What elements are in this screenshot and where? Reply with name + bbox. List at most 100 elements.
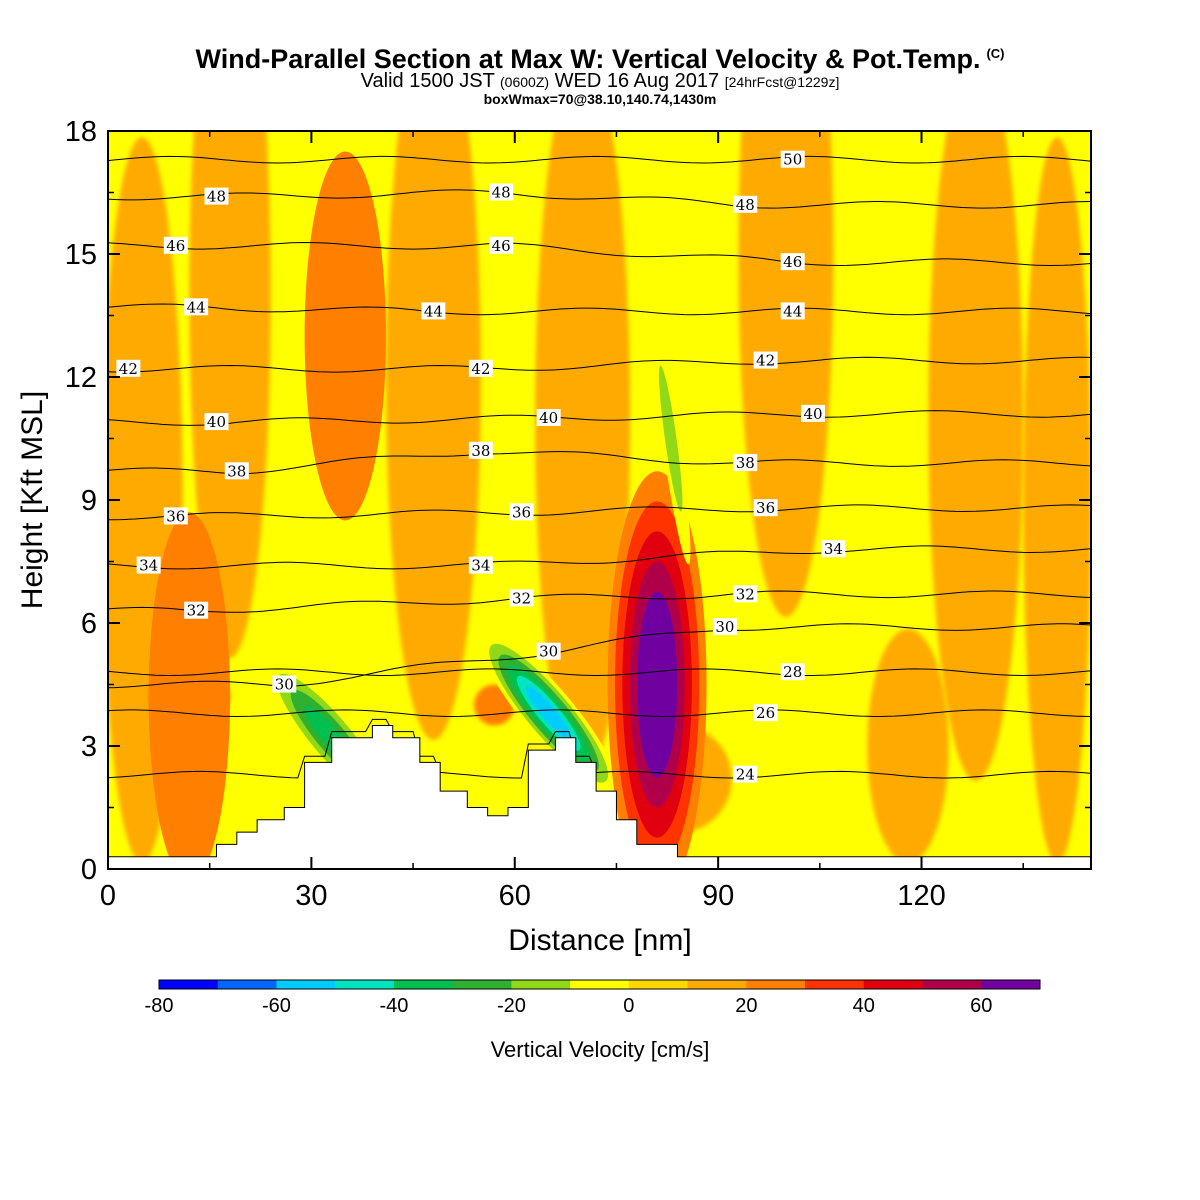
colorbar-swatch [922,980,982,989]
label-box [489,183,514,201]
colorbar-swatch [335,980,395,989]
isentrope [108,303,1091,316]
x-tick-label: 60 [499,880,531,912]
isentrope-label: 32 [733,585,758,603]
isentrope-label-text: 24 [736,766,755,784]
isentrope-label-text: 40 [804,405,823,423]
isentrope [108,356,1091,373]
velocity-region [1023,137,1091,863]
isentrope-label: 30 [712,618,737,636]
y-tick-label: 3 [81,731,97,763]
isentrope-label: 40 [801,404,826,423]
isentrope [108,623,1091,689]
colorbar-tick-label: 60 [970,995,992,1017]
isentrope-label: 48 [204,187,229,206]
isentrope-label: 36 [753,499,778,517]
chart-title: Wind-Parallel Section at Max W: Vertical… [0,44,1200,75]
isentrope-label: 46 [780,253,805,271]
isentrope-label-text: 30 [539,643,558,661]
isentrope-label: 36 [163,507,188,525]
isentrope-label: 32 [184,601,209,620]
isentrope-label-text: 36 [512,503,531,521]
isentrope-label-text: 48 [207,188,226,206]
x-tick-label: 90 [702,880,734,912]
isentrope-label-text: 26 [756,704,775,722]
isentrope-label-text: 30 [275,676,294,694]
isentrope-label: 26 [753,704,778,722]
x-tick-label: 120 [897,880,945,912]
isentrope-label: 48 [489,183,514,202]
label-box [536,409,561,426]
label-box [780,302,805,320]
isentrope-label: 44 [421,302,446,320]
isentrope-label: 42 [753,351,778,370]
isentrope-label-text: 42 [119,360,138,378]
isentrope-label-text: 44 [783,302,802,320]
x-tick-label: 0 [100,880,116,912]
label-box [272,675,297,693]
colorbar-tick-label: -80 [145,995,174,1017]
label-box [468,441,493,459]
isentrope-label-text: 30 [715,618,734,636]
colorbar-swatch [452,980,512,989]
colorbar-frame [158,979,1041,990]
label-box [753,499,778,517]
isentrope-label: 42 [468,359,493,378]
label-box [733,195,758,213]
velocity-region [867,629,949,863]
y-tick-label: 18 [65,116,97,148]
valid-date: WED 16 Aug 2017 [554,70,720,92]
velocity-region [535,131,630,781]
colorbar-swatch [687,980,747,989]
colorbar-tick-label: 40 [853,995,875,1017]
zulu-time: (0600Z) [500,74,550,90]
isentrope-label: 38 [468,441,493,460]
label-box [204,413,229,431]
isentrope-lines [108,155,1091,779]
label-box [163,507,188,525]
isentrope-label: 38 [733,454,758,472]
colorbar-swatch [863,980,924,989]
label-box [821,540,846,558]
label-box [780,253,805,271]
isentrope-label-text: 42 [756,352,775,370]
x-axis: 0 30 60 90 120 [100,131,1024,912]
y-tick-label: 9 [81,485,97,517]
label-box [468,359,493,377]
label-box [136,556,161,574]
isentrope-label-text: 32 [736,585,755,603]
isentrope-label: 48 [733,195,758,214]
isentrope [108,410,1091,426]
isentrope-label: 36 [509,503,534,521]
isentrope [108,668,1091,677]
isentrope-label-text: 46 [783,253,802,271]
forecast-info: [24hrFcst@1229z] [724,74,840,90]
isentrope-label-text: 38 [227,462,246,480]
chart-subtitle: Valid 1500 JST (0600Z) WED 16 Aug 2017 [… [0,70,1200,93]
isentrope [108,189,1091,209]
label-box [536,642,561,660]
colorbar: -80 -60 -40 -20 0 20 40 60 [145,979,1041,1017]
isentrope-label: 34 [136,556,161,575]
colorbar-tick-label: -60 [262,995,291,1017]
label-box [801,404,826,422]
isentrope [108,155,1091,164]
label-box [204,187,229,205]
isentrope [108,504,1091,521]
label-box [184,601,209,619]
copyright-mark: (C) [986,46,1005,61]
isentrope-label: 50 [780,150,805,169]
isentrope-label-text: 48 [736,196,755,214]
label-box [753,351,778,369]
label-box [489,236,514,254]
label-box [421,302,446,320]
colorbar-swatch [746,980,806,989]
isentrope-label: 42 [116,359,141,378]
box-wmax-label: boxWmax=70@38.10,140.74,1430m [483,91,717,107]
isentrope-label-text: 28 [783,663,802,681]
isentrope [108,241,1091,267]
isentrope-label: 44 [184,298,209,316]
isentrope-label-text: 38 [736,454,755,472]
label-box [780,663,805,681]
